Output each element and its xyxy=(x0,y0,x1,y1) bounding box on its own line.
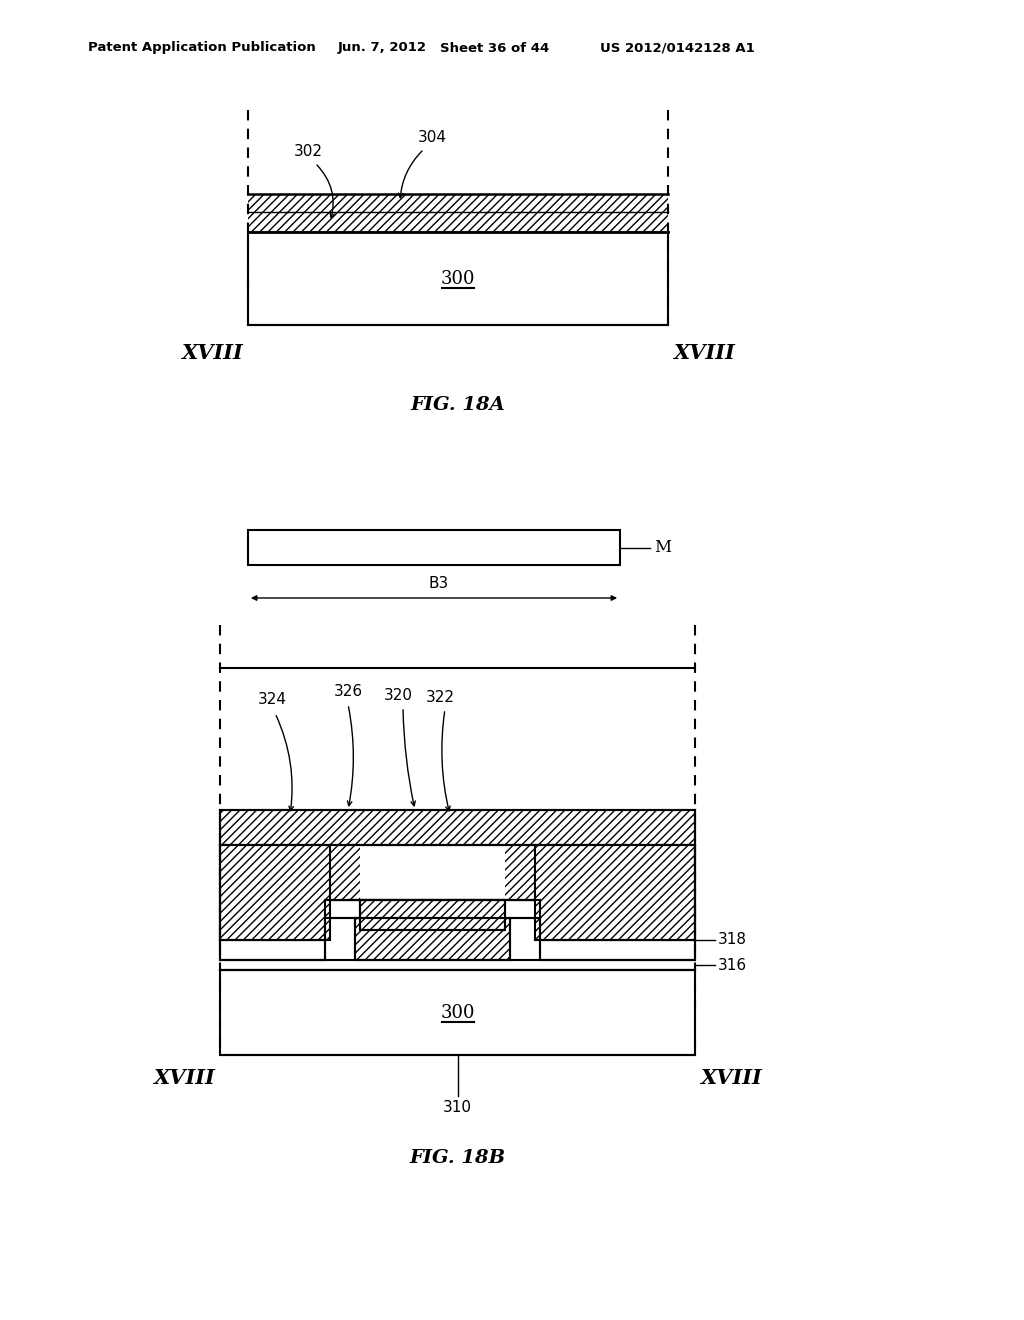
Text: 316: 316 xyxy=(718,957,748,973)
FancyArrowPatch shape xyxy=(347,706,353,805)
FancyArrowPatch shape xyxy=(276,715,293,810)
Bar xyxy=(535,845,695,940)
Bar xyxy=(220,970,695,1055)
Text: 322: 322 xyxy=(426,689,455,705)
Text: 310: 310 xyxy=(443,1101,472,1115)
Bar xyxy=(220,810,695,845)
Text: 326: 326 xyxy=(334,685,362,700)
FancyArrowPatch shape xyxy=(441,711,451,810)
Bar xyxy=(220,845,330,940)
Text: FIG. 18B: FIG. 18B xyxy=(410,1148,506,1167)
Text: US 2012/0142128 A1: US 2012/0142128 A1 xyxy=(600,41,755,54)
Text: 324: 324 xyxy=(257,693,287,708)
Bar xyxy=(248,213,668,232)
Bar xyxy=(248,531,620,565)
FancyArrowPatch shape xyxy=(317,165,335,218)
Text: Patent Application Publication: Patent Application Publication xyxy=(88,41,315,54)
Bar xyxy=(355,917,510,960)
Text: Sheet 36 of 44: Sheet 36 of 44 xyxy=(440,41,549,54)
Bar xyxy=(535,845,695,940)
Text: FIG. 18A: FIG. 18A xyxy=(411,396,506,414)
FancyArrowPatch shape xyxy=(398,150,422,198)
Text: 300: 300 xyxy=(440,269,475,288)
Text: XVIII: XVIII xyxy=(673,343,735,363)
Bar xyxy=(330,845,360,900)
Bar xyxy=(248,194,668,213)
Bar xyxy=(360,900,505,931)
Text: 318: 318 xyxy=(718,932,746,948)
Text: Jun. 7, 2012: Jun. 7, 2012 xyxy=(338,41,427,54)
Text: B3: B3 xyxy=(429,577,450,591)
Text: 304: 304 xyxy=(418,131,446,145)
Text: XVIII: XVIII xyxy=(700,1068,762,1088)
Text: 300: 300 xyxy=(440,1003,475,1022)
FancyArrowPatch shape xyxy=(403,710,416,805)
Bar xyxy=(248,232,668,325)
Bar xyxy=(505,845,535,900)
Text: M: M xyxy=(654,539,671,556)
Text: XVIII: XVIII xyxy=(154,1068,215,1088)
Polygon shape xyxy=(220,900,695,960)
Text: 302: 302 xyxy=(294,144,323,160)
Text: XVIII: XVIII xyxy=(181,343,243,363)
Text: 320: 320 xyxy=(384,688,413,702)
Bar xyxy=(220,845,330,940)
